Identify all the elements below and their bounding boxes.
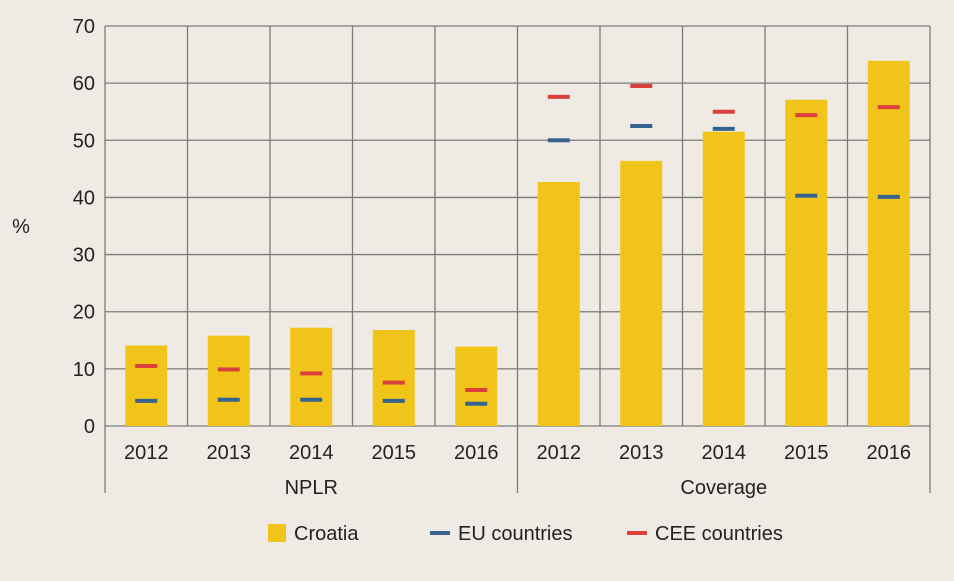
- x-tick-label: 2016: [454, 442, 499, 464]
- y-tick-label: 50: [73, 130, 95, 152]
- bar-croatia: [207, 335, 250, 426]
- marker-cee-countries: [300, 371, 323, 376]
- marker-eu-countries: [712, 126, 735, 131]
- marker-eu-countries: [217, 397, 240, 402]
- marker-eu-countries: [300, 397, 323, 402]
- bar-croatia: [125, 345, 168, 426]
- markers: [135, 84, 900, 406]
- marker-eu-countries: [877, 194, 900, 199]
- marker-cee-countries: [135, 364, 158, 368]
- bar-croatia: [372, 330, 415, 426]
- legend-label: Croatia: [294, 523, 359, 545]
- marker-eu-countries: [630, 124, 653, 128]
- legend-label: EU countries: [458, 523, 573, 545]
- y-tick-label: 10: [73, 359, 95, 381]
- legend-swatch-cee-countries: [627, 531, 647, 535]
- y-tick-label: 20: [73, 302, 95, 324]
- bars: [125, 60, 910, 426]
- marker-cee-countries: [217, 367, 240, 372]
- y-tick-label: 70: [73, 16, 95, 38]
- legend-swatch-eu-countries: [430, 531, 450, 535]
- marker-cee-countries: [795, 113, 818, 118]
- y-tick-label: 60: [73, 73, 95, 95]
- x-tick-label: 2012: [537, 442, 582, 464]
- marker-cee-countries: [465, 388, 488, 392]
- marker-eu-countries: [465, 401, 488, 406]
- bar-croatia: [867, 60, 910, 426]
- y-axis-label: %: [12, 216, 30, 238]
- y-tick-label: 40: [73, 187, 95, 209]
- bar-croatia: [290, 327, 333, 426]
- group-label: NPLR: [285, 477, 338, 499]
- x-tick-label: 2014: [702, 442, 747, 464]
- marker-cee-countries: [630, 84, 653, 88]
- x-tick-label: 2016: [867, 442, 912, 464]
- marker-cee-countries: [382, 380, 405, 385]
- bar-croatia: [620, 160, 663, 426]
- legend-label: CEE countries: [655, 523, 783, 545]
- group-label: Coverage: [680, 477, 767, 499]
- x-tick-label: 2013: [207, 442, 252, 464]
- bar-croatia: [785, 99, 828, 426]
- grid: [104, 25, 931, 427]
- legend-swatch-croatia: [268, 524, 286, 542]
- x-tick-label: 2014: [289, 442, 334, 464]
- marker-cee-countries: [877, 105, 900, 110]
- legend: Croatia EU countries CEE countries: [268, 523, 783, 545]
- axes: 0 10 20 30 40 50 60 70 2012 2013 2014 2015 2016 NPLR 2…: [73, 16, 931, 499]
- marker-cee-countries: [712, 109, 735, 114]
- x-tick-label: 2015: [784, 442, 829, 464]
- marker-eu-countries: [795, 193, 818, 198]
- x-tick-label: 2012: [124, 442, 169, 464]
- marker-eu-countries: [135, 398, 158, 403]
- bar-croatia: [537, 182, 580, 426]
- marker-eu-countries: [547, 138, 570, 143]
- marker-cee-countries: [547, 94, 570, 99]
- bar-croatia: [455, 346, 498, 426]
- bar-croatia: [702, 131, 745, 426]
- x-tick-label: 2015: [372, 442, 417, 464]
- x-tick-label: 2013: [619, 442, 664, 464]
- y-tick-label: 30: [73, 245, 95, 267]
- y-tick-label: 0: [84, 416, 95, 438]
- marker-eu-countries: [382, 398, 405, 403]
